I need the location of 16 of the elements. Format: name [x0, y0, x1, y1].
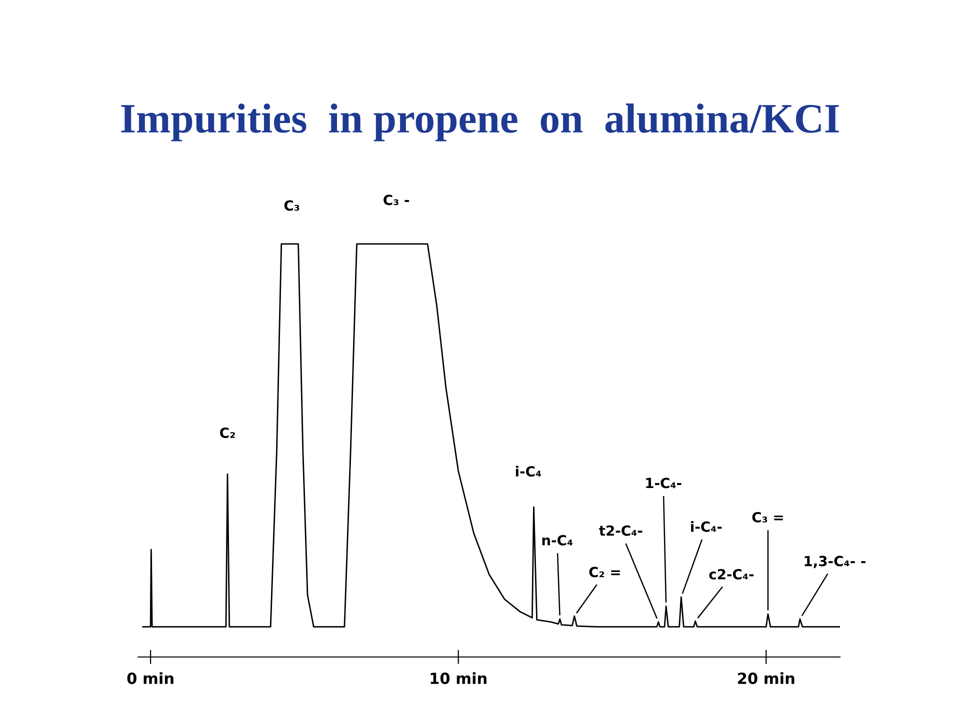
chart-title: Impurities in propene on alumina/KCI [121, 104, 839, 142]
annotation: i-C₄- [691, 521, 722, 532]
annotation: C₂ [220, 428, 235, 438]
annotation: c2-C₄- [709, 568, 754, 580]
x-tick-label: 0 min [127, 672, 174, 684]
annotation: i-C₄ [516, 466, 542, 477]
annotation: t2-C₄- [599, 525, 642, 536]
annotation: n-C₄ [542, 534, 573, 546]
annotation: C₃ - [384, 194, 410, 206]
annotation: C₂ = [589, 566, 620, 578]
x-tick-label: 10 min [430, 672, 486, 684]
x-tick-label: 20 min [738, 672, 794, 684]
annotation: 1,3-C₄- - [804, 556, 866, 568]
annotation: C₃ [284, 200, 300, 211]
annotation: C₃ = [752, 512, 783, 522]
annotation: 1-C₄- [646, 478, 682, 488]
